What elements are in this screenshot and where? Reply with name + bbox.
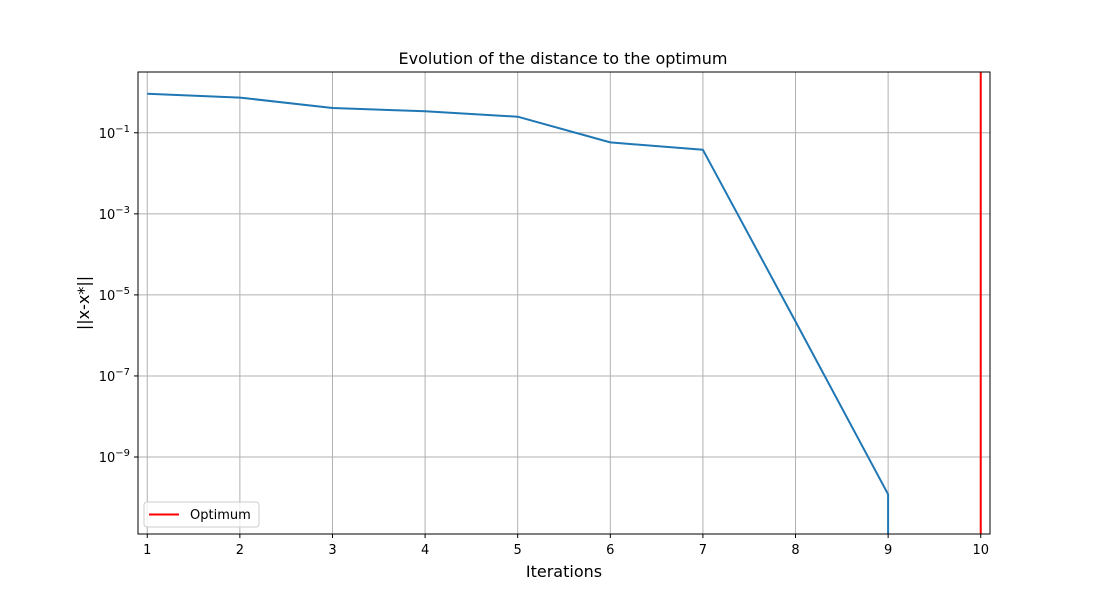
x-tick-label: 8 <box>791 543 799 558</box>
x-axis-label: Iterations <box>526 562 602 581</box>
y-tick-label: 10−9 <box>99 448 130 466</box>
legend-label-optimum: Optimum <box>190 508 251 523</box>
x-tick-label: 2 <box>236 543 244 558</box>
axes-frame <box>137 71 991 535</box>
plot-area <box>147 72 982 534</box>
x-tick-label: 3 <box>328 543 336 558</box>
y-tick-label: 10−7 <box>99 367 130 385</box>
y-axis-label: ||x-x*|| <box>74 276 93 330</box>
x-tick-label: 7 <box>699 543 707 558</box>
chart-title: Evolution of the distance to the optimum <box>399 49 728 68</box>
x-tick-label: 6 <box>606 543 614 558</box>
x-tick-label: 10 <box>972 543 989 558</box>
grid <box>138 72 990 534</box>
legend: Optimum <box>143 501 260 528</box>
y-tick-label: 10−3 <box>99 205 130 223</box>
series-line-0 <box>147 92 890 534</box>
x-tick-label: 9 <box>884 543 892 558</box>
ticks: 1 2 3 4 5 6 7 8 9 10 10−1 10−3 10−5 10−7 10−9 <box>99 124 989 558</box>
y-tick-label: 10−1 <box>99 124 130 142</box>
x-tick-label: 4 <box>421 543 429 558</box>
legend-box <box>143 501 260 528</box>
y-tick-label: 10−5 <box>99 286 130 304</box>
x-tick-label: 1 <box>143 543 151 558</box>
x-tick-label: 5 <box>514 543 522 558</box>
